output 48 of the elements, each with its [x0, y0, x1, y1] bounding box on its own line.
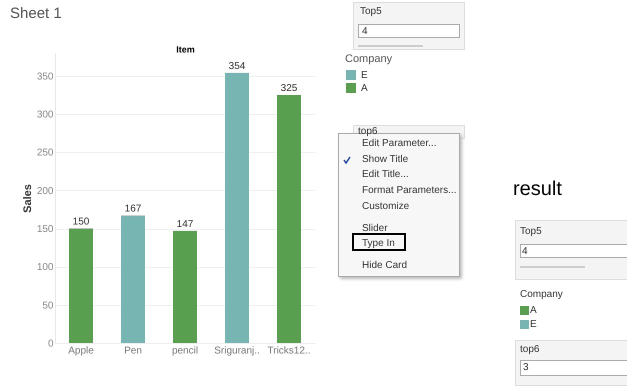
y-tick-label: 100 [36, 262, 54, 274]
x-tick-label: Pen [124, 346, 142, 356]
data-label: 150 [72, 216, 90, 228]
bar [277, 94, 301, 343]
bar [69, 228, 93, 343]
text: Slider [362, 223, 388, 234]
text: Top5 [520, 226, 542, 237]
data-label: 325 [280, 82, 298, 94]
chart-title: Sheet 1 [10, 5, 62, 22]
legend-title: Company [345, 53, 393, 65]
text: 3 [523, 362, 529, 373]
text: Edit Parameter... [362, 138, 436, 149]
text: Hide Card [362, 260, 408, 271]
legend-label: E [361, 70, 368, 81]
x-tick-label: Tricks12.. [268, 346, 310, 356]
y-tick-label: 50 [42, 300, 54, 312]
text: 4 [522, 246, 528, 257]
y-tick-label: 300 [36, 110, 54, 121]
text: top6 [358, 126, 378, 137]
data-label: 167 [124, 204, 142, 215]
y-tick-label: 250 [36, 148, 54, 159]
text: 4 [362, 26, 368, 37]
text: Company [520, 289, 563, 300]
text: Type In [362, 238, 395, 249]
y-axis-title: Sales [22, 184, 34, 213]
text: top6 [520, 344, 540, 355]
bar [121, 216, 145, 343]
y-tick-label: 350 [36, 71, 54, 82]
x-tick-label: Sriguranj.. [214, 346, 260, 356]
bar [225, 72, 249, 343]
legend-label: A [361, 83, 368, 94]
text: Format Parameters... [362, 185, 456, 196]
text: Customize [362, 201, 410, 212]
text: A [530, 305, 537, 316]
text: Show Title [362, 154, 408, 165]
text: result [513, 178, 562, 201]
y-tick-label: 200 [36, 186, 54, 197]
text: Edit Title... [362, 169, 409, 180]
text: E [530, 319, 537, 330]
x-axis-title: Item [176, 44, 195, 54]
bar [173, 230, 197, 343]
x-tick-label: Apple [68, 346, 94, 356]
y-tick-label: 0 [48, 338, 54, 350]
data-label: 147 [176, 218, 194, 230]
y-tick-label: 150 [36, 224, 54, 236]
text: Top5 [360, 6, 382, 17]
x-tick-label: pencil [172, 346, 198, 356]
data-label: 354 [228, 60, 246, 72]
